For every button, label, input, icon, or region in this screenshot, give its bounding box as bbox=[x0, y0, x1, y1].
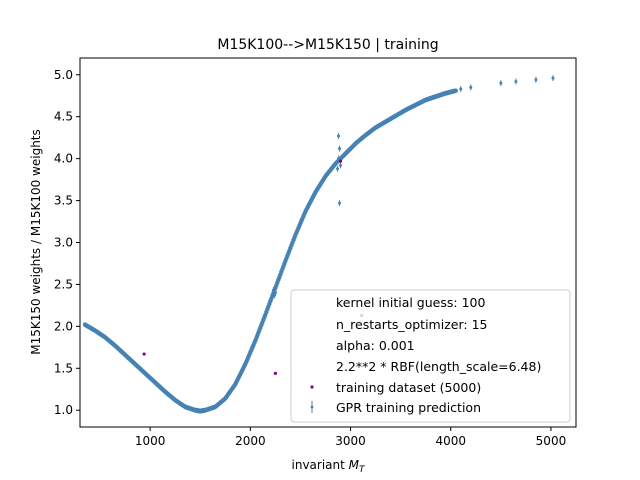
x-axis-ticks: 1000 2000 3000 4000 5000 bbox=[135, 427, 566, 448]
x-tick-label: 1000 bbox=[135, 434, 166, 448]
x-tick-label: 2000 bbox=[235, 434, 266, 448]
y-tick-label: 2.5 bbox=[54, 277, 73, 291]
gpr-point bbox=[551, 76, 555, 80]
y-tick-label: 3.0 bbox=[54, 236, 73, 250]
legend: kernel initial guess: 100 n_restarts_opt… bbox=[290, 289, 571, 423]
y-tick-label: 3.5 bbox=[54, 194, 73, 208]
y-axis-label: M15K150 weights / M15K100 weights bbox=[29, 129, 43, 355]
chart-title: M15K100-->M15K150 | training bbox=[217, 37, 438, 53]
gpr-point bbox=[453, 88, 458, 93]
legend-box bbox=[290, 289, 571, 423]
legend-marker-training-dataset bbox=[310, 385, 314, 389]
y-tick-label: 2.0 bbox=[54, 319, 73, 333]
x-tick-label: 3000 bbox=[335, 434, 366, 448]
data-marks bbox=[82, 75, 555, 414]
y-tick-label: 1.0 bbox=[54, 403, 73, 417]
legend-text-kernel-fit: 2.2**2 * RBF(length_scale=6.48) bbox=[336, 359, 541, 374]
y-tick-label: 1.5 bbox=[54, 361, 73, 375]
y-tick-label: 4.0 bbox=[54, 152, 73, 166]
x-axis-label: invariant MT bbox=[292, 458, 367, 475]
gpr-point bbox=[337, 134, 341, 138]
legend-marker-gpr-point bbox=[310, 405, 314, 409]
gpr-point bbox=[499, 81, 503, 85]
y-tick-label: 5.0 bbox=[54, 68, 73, 82]
legend-text-training-dataset: training dataset (5000) bbox=[336, 380, 481, 395]
gpr-point bbox=[337, 157, 341, 161]
gpr-point bbox=[534, 78, 538, 82]
gpr-point bbox=[336, 167, 340, 171]
legend-text-gpr-prediction: GPR training prediction bbox=[336, 400, 481, 415]
x-axis-label-main: invariant bbox=[292, 458, 349, 472]
gpr-point bbox=[514, 79, 518, 83]
training-point bbox=[273, 371, 277, 375]
gpr-point bbox=[271, 288, 275, 292]
legend-text-alpha: alpha: 0.001 bbox=[336, 338, 415, 353]
y-axis-ticks: 1.0 1.5 2.0 2.5 3.0 3.5 4.0 4.5 5.0 bbox=[54, 68, 80, 417]
gpr-prediction-series bbox=[82, 75, 555, 414]
legend-text-kernel: kernel initial guess: 100 bbox=[336, 295, 485, 310]
x-axis-label-subscript: T bbox=[359, 465, 366, 475]
gpr-point bbox=[469, 85, 473, 89]
training-point bbox=[338, 159, 343, 163]
gpr-point bbox=[338, 201, 342, 205]
training-point bbox=[142, 352, 146, 356]
gpr-point bbox=[459, 87, 463, 91]
gpr-point bbox=[339, 163, 343, 167]
x-tick-label: 5000 bbox=[536, 434, 567, 448]
x-tick-label: 4000 bbox=[435, 434, 466, 448]
y-tick-label: 4.5 bbox=[54, 110, 73, 124]
gpr-point bbox=[273, 291, 277, 295]
x-axis-label-symbol: M bbox=[349, 458, 360, 472]
gpr-point bbox=[338, 147, 342, 151]
legend-text-restarts: n_restarts_optimizer: 15 bbox=[336, 317, 487, 332]
